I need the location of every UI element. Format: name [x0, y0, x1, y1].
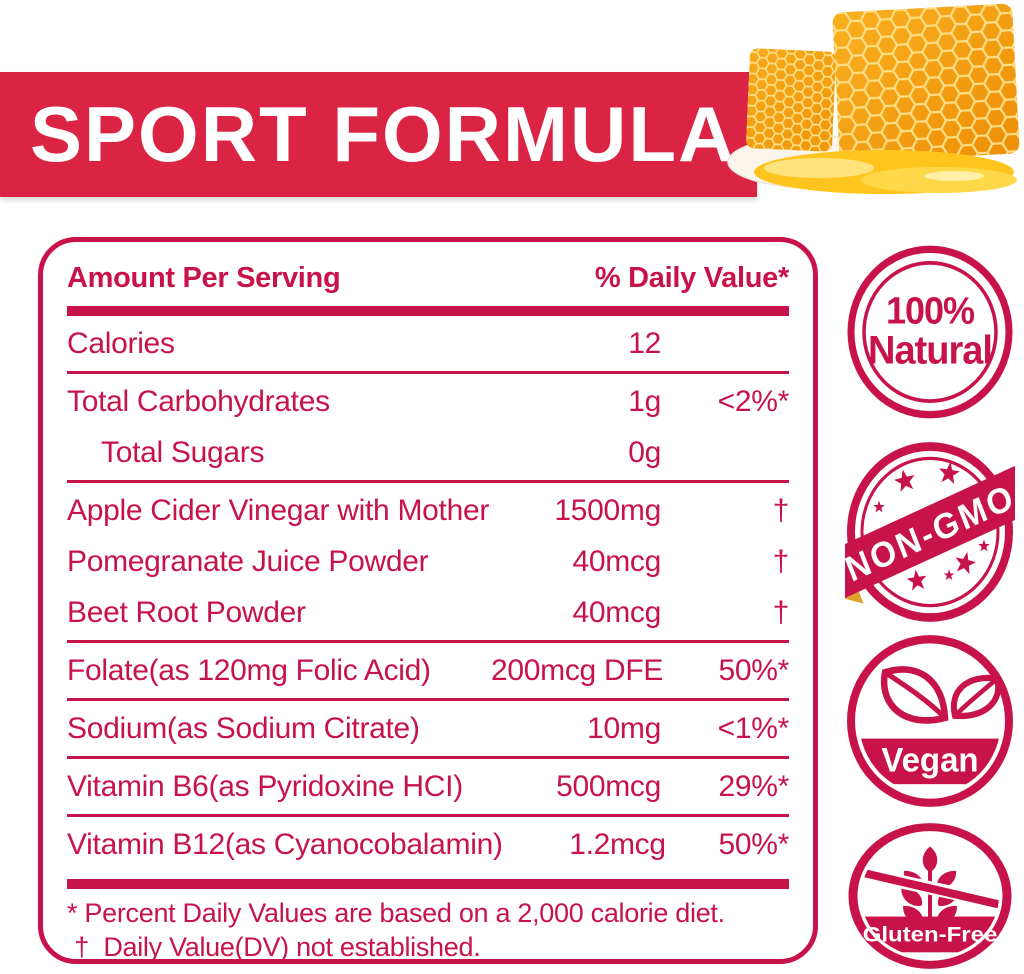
badge-non-gmo: NON-GMO: [845, 440, 1015, 624]
non-gmo-icon: NON-GMO: [845, 442, 1015, 622]
divider: [67, 756, 789, 759]
table-row: Beet Root Powder 40mcg †: [67, 587, 789, 638]
table-row: Vitamin B6(as Pyridoxine HCI) 500mcg 29%…: [67, 761, 789, 812]
table-row: Calories 12: [67, 318, 789, 369]
nutrient-name: Sodium(as Sodium Citrate): [67, 712, 420, 745]
badge-vegan: Vegan: [845, 633, 1015, 809]
nutrient-amount: 1.2mcg: [569, 828, 666, 861]
gluten-free-icon: Gluten-Free: [848, 823, 1012, 969]
table-row: Total Carbohydrates 1g <2%*: [67, 376, 789, 427]
nutrient-name: Folate(as 120mg Folic Acid): [67, 654, 431, 687]
footnotes: * Percent Daily Values are based on a 2,…: [67, 896, 789, 964]
svg-text:100%: 100%: [886, 290, 974, 332]
daily-value-label: % Daily Value*: [594, 262, 789, 294]
nutrient-amount: 12: [628, 327, 661, 360]
product-title: SPORT FORMULA: [30, 90, 737, 178]
supplement-facts-panel: Amount Per Serving % Daily Value* Calori…: [38, 237, 818, 964]
table-row: Vitamin B12(as Cyanocobalamin) 1.2mcg 50…: [67, 819, 789, 870]
footnote-daily-values: * Percent Daily Values are based on a 2,…: [67, 898, 725, 928]
honeycomb-image: [727, 3, 1020, 194]
divider: [67, 640, 789, 643]
nutrient-amount: 40mcg: [572, 596, 661, 629]
nutrient-name: Vitamin B6(as Pyridoxine HCI): [67, 770, 463, 803]
nutrient-amount: 500mcg: [556, 770, 661, 803]
nutrient-name: Total Sugars: [101, 436, 265, 469]
vegan-icon: Vegan: [847, 635, 1013, 807]
divider: [67, 480, 789, 483]
svg-text:Gluten-Free: Gluten-Free: [863, 922, 998, 947]
facts-rows: Calories 12 Total Carbohydrates 1g <2%* …: [67, 318, 789, 889]
badge-100-natural: 100% Natural: [845, 243, 1015, 421]
nutrient-amount: 200mcg DFE: [491, 654, 664, 687]
svg-text:Natural: Natural: [868, 329, 992, 373]
nutrient-amount: 1g: [628, 385, 661, 418]
nutrient-amount: 0g: [628, 436, 661, 469]
nutrient-name: Pomegranate Juice Powder: [67, 545, 429, 578]
table-row: Pomegranate Juice Powder 40mcg †: [67, 536, 789, 587]
nutrient-amount: 40mcg: [572, 545, 661, 578]
table-row: Total Sugars 0g: [67, 427, 789, 478]
product-banner: SPORT FORMULA: [0, 72, 757, 197]
nutrient-daily-value: 50%*: [718, 828, 789, 861]
divider: [67, 698, 789, 701]
nutrient-name: Vitamin B12(as Cyanocobalamin): [67, 828, 503, 861]
divider: [67, 371, 789, 374]
table-row: Sodium(as Sodium Citrate) 10mg <1%*: [67, 703, 789, 754]
nutrient-name: Calories: [67, 327, 175, 360]
nutrient-daily-value: <2%*: [717, 385, 790, 418]
nutrient-name: Beet Root Powder: [67, 596, 306, 629]
nutrient-daily-value: <1%*: [717, 712, 790, 745]
badge-gluten-free: Gluten-Free: [845, 820, 1015, 972]
divider: [67, 814, 789, 817]
nutrient-amount: 1500mg: [554, 494, 661, 527]
divider: [67, 879, 789, 889]
leaf-icon: [880, 666, 1002, 724]
nutrient-daily-value: 29%*: [718, 770, 789, 803]
100-natural-icon: 100% Natural: [847, 245, 1013, 419]
nutrient-name: Total Carbohydrates: [67, 385, 330, 418]
nutrient-amount: 10mg: [587, 712, 661, 745]
facts-header: Amount Per Serving % Daily Value*: [67, 262, 789, 295]
nutrient-daily-value: †: [772, 545, 790, 578]
nutrient-daily-value: †: [772, 494, 790, 527]
amount-per-serving-label: Amount Per Serving: [67, 262, 341, 294]
divider: [67, 306, 789, 316]
svg-text:Vegan: Vegan: [881, 742, 978, 780]
table-row: Folate(as 120mg Folic Acid) 200mcg DFE 5…: [67, 645, 789, 696]
nutrient-daily-value: †: [772, 596, 790, 629]
nutrient-name: Apple Cider Vinegar with Mother: [67, 494, 490, 527]
nutrient-daily-value: 50%*: [718, 654, 789, 687]
table-row: Apple Cider Vinegar with Mother 1500mg †: [67, 485, 789, 536]
footnote-dv-not-established: † Daily Value(DV) not established.: [67, 932, 481, 962]
